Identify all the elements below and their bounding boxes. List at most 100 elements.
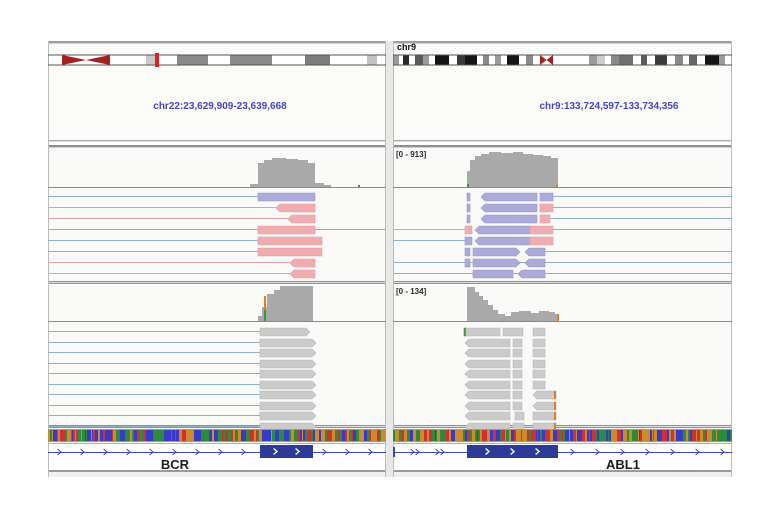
sequence-base [78,430,79,441]
sequence-base [650,430,652,441]
sequence-base [50,430,51,441]
sequence-base [186,430,189,441]
sequence-base [203,430,204,441]
sequence-base [110,430,112,441]
coverage-bar [551,158,558,187]
ideogram-band [641,55,647,65]
sequence-base [482,430,484,441]
sequence-base [565,430,566,441]
sequence-base [265,430,268,441]
sequence-base [470,430,472,441]
mate-connector-line [48,352,260,353]
bcr-track-canvas[interactable] [48,41,386,477]
read [539,214,551,224]
sequence-base [125,430,128,441]
sequence-base [397,430,399,441]
sequence-base [153,430,156,441]
ideogram-band [272,55,305,65]
ideogram-band [597,55,605,65]
sequence-base [330,430,332,441]
sequence-base [149,430,152,441]
sequence-base [688,430,689,441]
exon-box [260,445,313,458]
mate-connector-line [48,363,260,364]
gene-body-line [393,452,732,453]
coverage-bar [531,313,539,321]
sequence-base [569,430,570,441]
read [480,214,538,224]
sequence-base [189,430,192,441]
strand-arrow [345,448,350,456]
sequence-base [679,430,682,441]
sequence-base [95,430,98,441]
soft-clip-edge [554,391,556,399]
sequence-base [705,430,707,441]
read [259,327,311,337]
sequence-base [570,430,573,441]
read [464,359,511,369]
locus-panel-bcr[interactable]: chr22:23,629,909-23,639,668 BCR [48,41,386,477]
sequence-base [716,430,717,441]
sequence-base [82,430,85,441]
sequence-base [664,430,667,441]
strand-arrow [195,448,200,456]
sequence-base [178,430,179,441]
sequence-base [416,430,418,441]
sequence-base [724,430,726,441]
ideogram-band [619,55,633,65]
ideogram-outline [48,54,386,66]
sequence-base [137,430,140,441]
sequence-base [553,430,555,441]
sequence-base [402,430,404,441]
coverage-bar [543,156,551,187]
read [524,247,546,257]
read [464,380,511,390]
sequence-base [619,430,621,441]
sequence-base [477,430,478,441]
sequence-base [252,430,253,441]
sequence-base [449,430,451,441]
sequence-base [527,430,529,441]
ideogram-band [393,55,399,65]
ideogram-band [377,55,386,65]
sequence-base [325,430,327,441]
sequence-base [703,430,705,441]
sequence-base [335,430,337,441]
sequence-base [522,430,523,441]
abl1-track-canvas[interactable] [393,41,732,477]
sequence-base [697,430,700,441]
sequence-base [235,430,236,441]
coverage-bar [511,312,519,321]
ideogram-band [423,55,429,65]
locus-panel-abl1[interactable]: chr9 chr9:133,724,597-133,734,356 [0 - 9… [393,41,732,477]
view-region-marker [155,53,159,67]
sequence-base [343,430,345,441]
strand-arrow [149,448,154,456]
read [466,203,471,213]
centromere-icon [540,55,547,65]
sequence-base [475,430,477,441]
ideogram-band [429,55,435,65]
sequence-base [75,430,76,441]
sequence-base [523,430,526,441]
coverage-bar [280,286,313,321]
sequence-base [253,430,254,441]
mate-connector-line [393,229,465,230]
strand-arrow [670,448,675,456]
sequence-base [289,430,291,441]
sequence-base [563,430,565,441]
sequence-base [608,430,609,441]
exon-box [467,445,558,458]
sequence-base [460,430,463,441]
sequence-base [555,430,557,441]
sequence-base [577,430,579,441]
sequence-base [484,430,487,441]
read [257,236,323,246]
sequence-base [617,430,619,441]
sequence-base [377,430,379,441]
gene-name-label: ABL1 [606,457,640,472]
sequence-base [192,430,194,441]
sequence-base [261,430,262,441]
coverage-bar [258,163,264,187]
sequence-base [424,430,427,441]
